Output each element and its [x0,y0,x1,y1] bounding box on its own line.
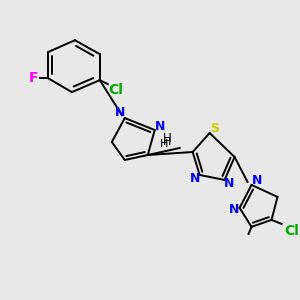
Text: N: N [228,203,239,216]
Text: N: N [190,172,200,185]
Text: F: F [29,71,39,85]
Text: H: H [163,131,172,145]
Text: H: H [163,137,171,147]
Text: H: H [160,139,168,148]
Text: N: N [224,177,234,190]
Text: S: S [210,122,219,134]
Text: Cl: Cl [284,224,299,238]
Text: Cl: Cl [108,83,123,97]
Text: N: N [154,119,165,133]
Text: N: N [115,106,125,118]
Text: N: N [252,174,263,188]
